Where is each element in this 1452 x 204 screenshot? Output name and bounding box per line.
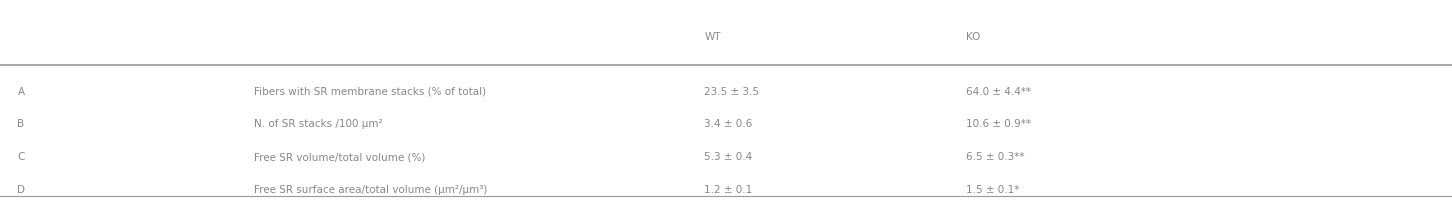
Text: KO: KO — [966, 32, 980, 42]
Text: 5.3 ± 0.4: 5.3 ± 0.4 — [704, 152, 752, 162]
Text: Fibers with SR membrane stacks (% of total): Fibers with SR membrane stacks (% of tot… — [254, 87, 486, 97]
Text: Free SR surface area/total volume (μm²/μm³): Free SR surface area/total volume (μm²/μ… — [254, 185, 488, 195]
Text: A: A — [17, 87, 25, 97]
Text: Free SR volume/total volume (%): Free SR volume/total volume (%) — [254, 152, 425, 162]
Text: 1.2 ± 0.1: 1.2 ± 0.1 — [704, 185, 752, 195]
Text: N. of SR stacks /100 μm²: N. of SR stacks /100 μm² — [254, 119, 383, 130]
Text: 64.0 ± 4.4**: 64.0 ± 4.4** — [966, 87, 1031, 97]
Text: D: D — [17, 185, 26, 195]
Text: 6.5 ± 0.3**: 6.5 ± 0.3** — [966, 152, 1024, 162]
Text: WT: WT — [704, 32, 720, 42]
Text: C: C — [17, 152, 25, 162]
Text: 3.4 ± 0.6: 3.4 ± 0.6 — [704, 119, 752, 130]
Text: B: B — [17, 119, 25, 130]
Text: 10.6 ± 0.9**: 10.6 ± 0.9** — [966, 119, 1031, 130]
Text: 23.5 ± 3.5: 23.5 ± 3.5 — [704, 87, 759, 97]
Text: 1.5 ± 0.1*: 1.5 ± 0.1* — [966, 185, 1019, 195]
